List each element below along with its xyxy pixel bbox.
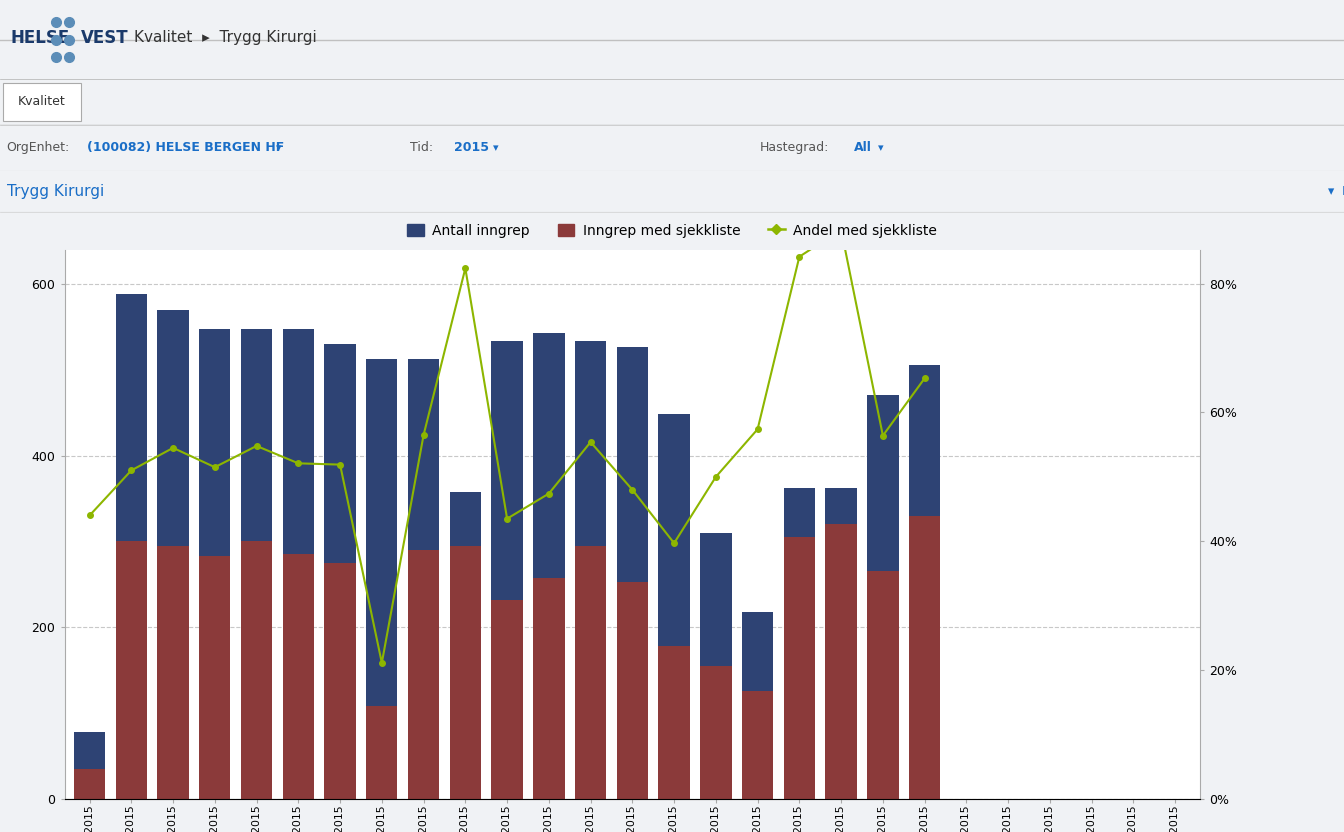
Bar: [324, 562, 356, 799]
Bar: [617, 582, 648, 799]
Bar: [909, 365, 941, 799]
Text: VEST: VEST: [81, 29, 128, 47]
Text: HELSE: HELSE: [11, 29, 70, 47]
Bar: [324, 344, 356, 799]
Bar: [617, 347, 648, 799]
Text: Hastegrad:: Hastegrad:: [759, 141, 829, 154]
Bar: [199, 556, 230, 799]
Bar: [282, 329, 314, 799]
Text: ▾: ▾: [878, 142, 883, 153]
Bar: [534, 333, 564, 799]
Text: All: All: [853, 141, 871, 154]
Bar: [492, 341, 523, 799]
Bar: [116, 295, 146, 799]
Bar: [366, 359, 398, 799]
Bar: [450, 546, 481, 799]
Bar: [867, 572, 899, 799]
Bar: [825, 488, 856, 799]
Bar: [74, 769, 105, 799]
Bar: [742, 691, 773, 799]
Text: Trygg Kirurgi: Trygg Kirurgi: [7, 184, 103, 199]
Bar: [409, 550, 439, 799]
Bar: [700, 532, 731, 799]
Bar: [575, 546, 606, 799]
Bar: [241, 329, 273, 799]
Bar: [199, 329, 230, 799]
Bar: [825, 524, 856, 799]
Bar: [867, 395, 899, 799]
Text: Tid:: Tid:: [410, 141, 433, 154]
Bar: [157, 310, 188, 799]
Bar: [700, 666, 731, 799]
Bar: [659, 646, 689, 799]
Legend: Antall inngrep, Inngrep med sjekkliste, Andel med sjekkliste: Antall inngrep, Inngrep med sjekkliste, …: [402, 218, 942, 244]
Text: ▾: ▾: [276, 142, 281, 153]
FancyBboxPatch shape: [3, 82, 81, 121]
Bar: [116, 542, 146, 799]
Bar: [450, 492, 481, 799]
Bar: [366, 706, 398, 799]
Bar: [241, 542, 273, 799]
Bar: [575, 341, 606, 799]
Text: ▾: ▾: [1328, 185, 1335, 198]
Bar: [659, 414, 689, 799]
Text: OrgEnhet:: OrgEnhet:: [7, 141, 70, 154]
Text: (100082) HELSE BERGEN HF: (100082) HELSE BERGEN HF: [87, 141, 285, 154]
Bar: [909, 516, 941, 799]
Text: ▾: ▾: [493, 142, 499, 153]
Bar: [742, 612, 773, 799]
Text: Kvalitet: Kvalitet: [17, 95, 66, 107]
Text: Kvalitet  ▸  Trygg Kirurgi: Kvalitet ▸ Trygg Kirurgi: [134, 31, 317, 46]
Bar: [409, 359, 439, 799]
Bar: [157, 546, 188, 799]
Bar: [534, 578, 564, 799]
Bar: [784, 488, 814, 799]
Text: 2015: 2015: [454, 141, 489, 154]
Text: H: H: [1341, 185, 1344, 198]
Bar: [282, 554, 314, 799]
Bar: [784, 537, 814, 799]
Bar: [74, 732, 105, 799]
Bar: [492, 600, 523, 799]
